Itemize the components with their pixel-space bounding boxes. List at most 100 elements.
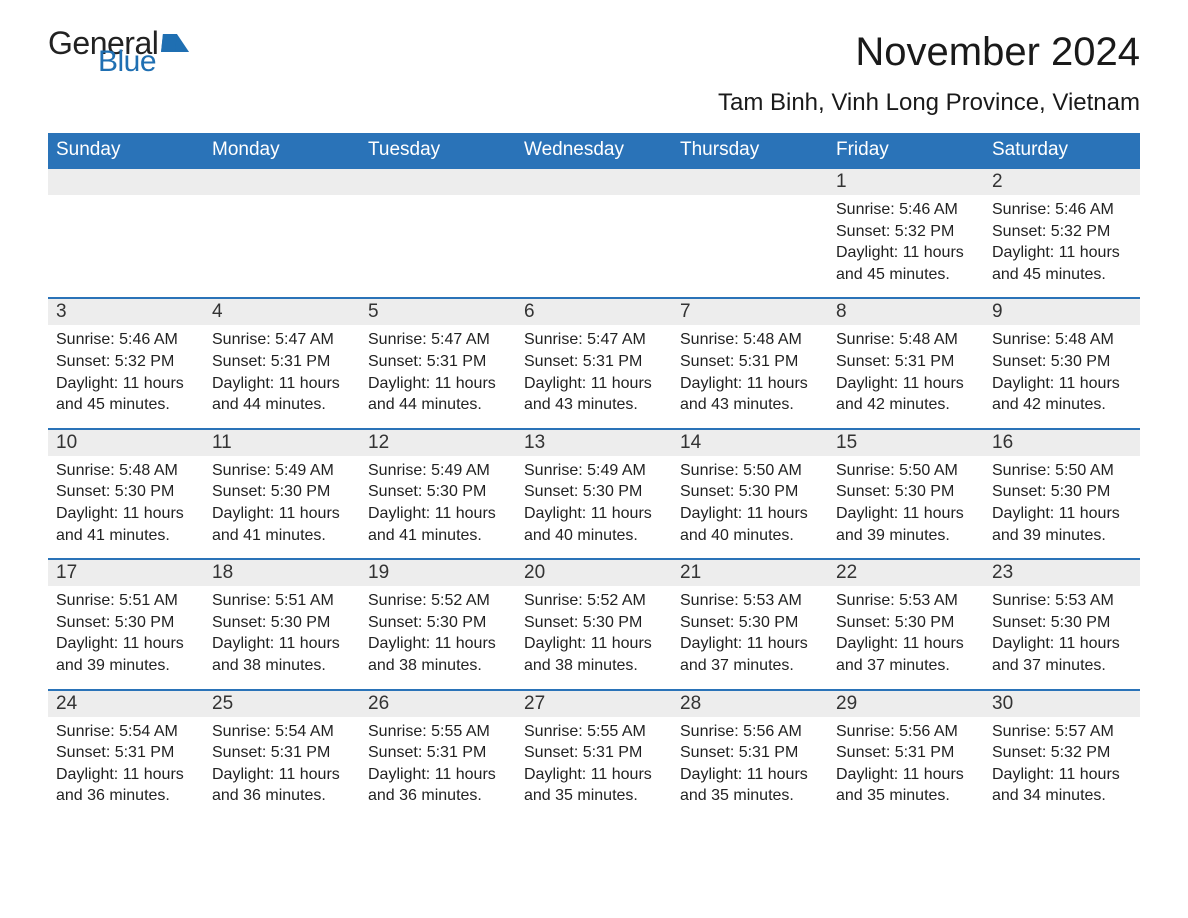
sunset-text: Sunset: 5:31 PM — [368, 351, 508, 373]
sunset-text: Sunset: 5:31 PM — [56, 742, 196, 764]
week-daynum-row: 17181920212223 — [48, 558, 1140, 586]
sunrise-text: Sunrise: 5:47 AM — [368, 329, 508, 351]
day-number: 19 — [360, 560, 516, 586]
week-content-row: Sunrise: 5:48 AMSunset: 5:30 PMDaylight:… — [48, 456, 1140, 558]
sunrise-text: Sunrise: 5:48 AM — [56, 460, 196, 482]
day-content: Sunrise: 5:48 AMSunset: 5:30 PMDaylight:… — [984, 325, 1140, 415]
day-content: Sunrise: 5:55 AMSunset: 5:31 PMDaylight:… — [360, 717, 516, 807]
day-number: 17 — [48, 560, 204, 586]
day-content: Sunrise: 5:46 AMSunset: 5:32 PMDaylight:… — [828, 195, 984, 285]
sunset-text: Sunset: 5:30 PM — [56, 481, 196, 503]
sunrise-text: Sunrise: 5:51 AM — [56, 590, 196, 612]
day-content: Sunrise: 5:57 AMSunset: 5:32 PMDaylight:… — [984, 717, 1140, 807]
daylight-text: Daylight: 11 hours and 34 minutes. — [992, 764, 1132, 807]
sunrise-text: Sunrise: 5:49 AM — [212, 460, 352, 482]
sunset-text: Sunset: 5:31 PM — [836, 742, 976, 764]
daylight-text: Daylight: 11 hours and 44 minutes. — [212, 373, 352, 416]
day-number: 26 — [360, 691, 516, 717]
title-area: November 2024 Tam Binh, Vinh Long Provin… — [718, 30, 1140, 127]
week-content-row: Sunrise: 5:54 AMSunset: 5:31 PMDaylight:… — [48, 717, 1140, 819]
day-content: Sunrise: 5:51 AMSunset: 5:30 PMDaylight:… — [48, 586, 204, 676]
day-number: 11 — [204, 430, 360, 456]
sunset-text: Sunset: 5:31 PM — [524, 351, 664, 373]
day-number: 28 — [672, 691, 828, 717]
weekday-header-row: Sunday Monday Tuesday Wednesday Thursday… — [48, 133, 1140, 169]
day-content: Sunrise: 5:46 AMSunset: 5:32 PMDaylight:… — [48, 325, 204, 415]
day-number: 30 — [984, 691, 1140, 717]
sunrise-text: Sunrise: 5:52 AM — [368, 590, 508, 612]
sunrise-text: Sunrise: 5:48 AM — [680, 329, 820, 351]
logo: General Blue — [48, 30, 190, 75]
daylight-text: Daylight: 11 hours and 38 minutes. — [524, 633, 664, 676]
day-number: 14 — [672, 430, 828, 456]
sunrise-text: Sunrise: 5:50 AM — [680, 460, 820, 482]
sunset-text: Sunset: 5:31 PM — [524, 742, 664, 764]
daylight-text: Daylight: 11 hours and 40 minutes. — [524, 503, 664, 546]
sunset-text: Sunset: 5:32 PM — [992, 742, 1132, 764]
daylight-text: Daylight: 11 hours and 36 minutes. — [368, 764, 508, 807]
daylight-text: Daylight: 11 hours and 38 minutes. — [212, 633, 352, 676]
day-content: Sunrise: 5:55 AMSunset: 5:31 PMDaylight:… — [516, 717, 672, 807]
weekday-tuesday: Tuesday — [360, 133, 516, 169]
daylight-text: Daylight: 11 hours and 41 minutes. — [212, 503, 352, 546]
day-content: Sunrise: 5:48 AMSunset: 5:31 PMDaylight:… — [828, 325, 984, 415]
sunrise-text: Sunrise: 5:49 AM — [524, 460, 664, 482]
sunrise-text: Sunrise: 5:48 AM — [992, 329, 1132, 351]
daylight-text: Daylight: 11 hours and 42 minutes. — [992, 373, 1132, 416]
sunrise-text: Sunrise: 5:49 AM — [368, 460, 508, 482]
sunrise-text: Sunrise: 5:51 AM — [212, 590, 352, 612]
daylight-text: Daylight: 11 hours and 41 minutes. — [56, 503, 196, 546]
sunrise-text: Sunrise: 5:54 AM — [56, 721, 196, 743]
sunrise-text: Sunrise: 5:46 AM — [992, 199, 1132, 221]
day-content: Sunrise: 5:50 AMSunset: 5:30 PMDaylight:… — [672, 456, 828, 546]
day-content: Sunrise: 5:53 AMSunset: 5:30 PMDaylight:… — [984, 586, 1140, 676]
day-content: Sunrise: 5:49 AMSunset: 5:30 PMDaylight:… — [360, 456, 516, 546]
day-number: 8 — [828, 299, 984, 325]
daylight-text: Daylight: 11 hours and 35 minutes. — [680, 764, 820, 807]
daylight-text: Daylight: 11 hours and 45 minutes. — [836, 242, 976, 285]
month-title: November 2024 — [718, 30, 1140, 75]
sunrise-text: Sunrise: 5:50 AM — [836, 460, 976, 482]
daylight-text: Daylight: 11 hours and 40 minutes. — [680, 503, 820, 546]
location: Tam Binh, Vinh Long Province, Vietnam — [718, 89, 1140, 117]
day-content — [48, 195, 204, 285]
day-number: 22 — [828, 560, 984, 586]
day-number — [48, 169, 204, 195]
sunrise-text: Sunrise: 5:50 AM — [992, 460, 1132, 482]
sunset-text: Sunset: 5:30 PM — [524, 481, 664, 503]
day-content: Sunrise: 5:51 AMSunset: 5:30 PMDaylight:… — [204, 586, 360, 676]
day-number: 9 — [984, 299, 1140, 325]
day-content: Sunrise: 5:50 AMSunset: 5:30 PMDaylight:… — [828, 456, 984, 546]
week-content-row: Sunrise: 5:46 AMSunset: 5:32 PMDaylight:… — [48, 325, 1140, 427]
week-content-row: Sunrise: 5:51 AMSunset: 5:30 PMDaylight:… — [48, 586, 1140, 688]
day-number: 4 — [204, 299, 360, 325]
sunrise-text: Sunrise: 5:55 AM — [368, 721, 508, 743]
daylight-text: Daylight: 11 hours and 35 minutes. — [836, 764, 976, 807]
day-number — [516, 169, 672, 195]
daylight-text: Daylight: 11 hours and 45 minutes. — [56, 373, 196, 416]
daylight-text: Daylight: 11 hours and 39 minutes. — [992, 503, 1132, 546]
daylight-text: Daylight: 11 hours and 39 minutes. — [836, 503, 976, 546]
day-number: 25 — [204, 691, 360, 717]
daylight-text: Daylight: 11 hours and 43 minutes. — [524, 373, 664, 416]
sunset-text: Sunset: 5:30 PM — [992, 612, 1132, 634]
day-number: 16 — [984, 430, 1140, 456]
sunrise-text: Sunrise: 5:47 AM — [524, 329, 664, 351]
sunset-text: Sunset: 5:31 PM — [368, 742, 508, 764]
weekday-thursday: Thursday — [672, 133, 828, 169]
sunrise-text: Sunrise: 5:56 AM — [680, 721, 820, 743]
daylight-text: Daylight: 11 hours and 37 minutes. — [836, 633, 976, 676]
sunrise-text: Sunrise: 5:46 AM — [836, 199, 976, 221]
day-number: 6 — [516, 299, 672, 325]
sunset-text: Sunset: 5:30 PM — [524, 612, 664, 634]
sunset-text: Sunset: 5:30 PM — [680, 612, 820, 634]
daylight-text: Daylight: 11 hours and 45 minutes. — [992, 242, 1132, 285]
sunset-text: Sunset: 5:30 PM — [368, 481, 508, 503]
sunrise-text: Sunrise: 5:52 AM — [524, 590, 664, 612]
weekday-friday: Friday — [828, 133, 984, 169]
sunrise-text: Sunrise: 5:46 AM — [56, 329, 196, 351]
sunset-text: Sunset: 5:30 PM — [56, 612, 196, 634]
day-content — [204, 195, 360, 285]
daylight-text: Daylight: 11 hours and 39 minutes. — [56, 633, 196, 676]
sunset-text: Sunset: 5:30 PM — [212, 481, 352, 503]
